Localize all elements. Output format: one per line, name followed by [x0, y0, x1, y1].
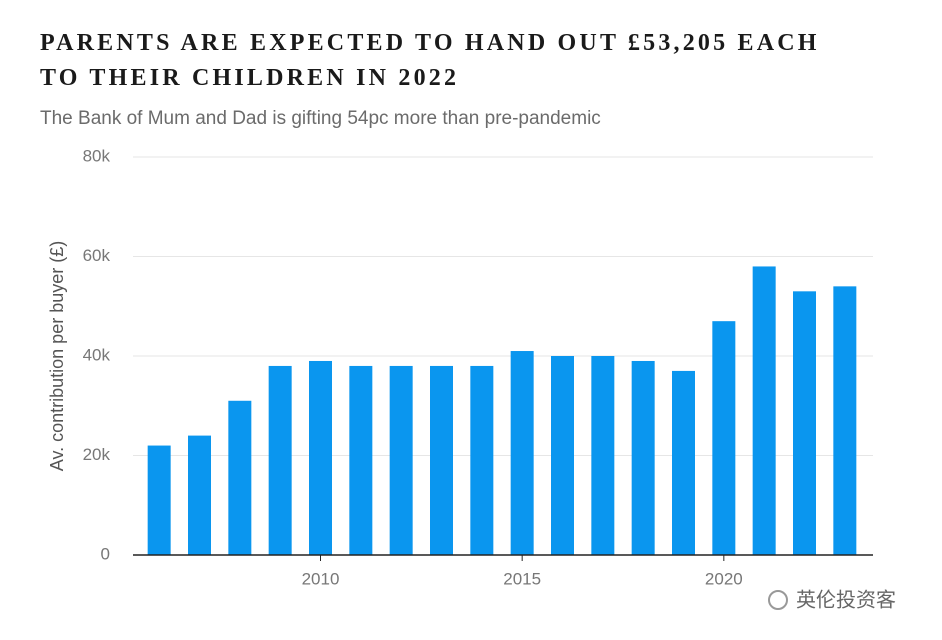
bar [591, 356, 615, 555]
bar [510, 351, 534, 555]
y-axis-label: Av. contribution per buyer (£) [47, 241, 67, 471]
y-tick-label: 40k [83, 345, 111, 364]
bar [470, 365, 494, 555]
chart-title: PARENTS ARE EXPECTED TO HAND OUT £53,205… [40, 30, 820, 91]
bar [793, 291, 816, 555]
bar [188, 435, 211, 555]
bar [712, 321, 736, 555]
bar [349, 365, 373, 555]
y-tick-label: 0 [101, 544, 110, 563]
x-tick-label: 2015 [503, 569, 541, 588]
bar [309, 360, 332, 555]
bar [672, 370, 695, 555]
bar [228, 400, 252, 555]
y-tick-label: 20k [83, 445, 111, 464]
y-tick-label: 60k [83, 246, 111, 265]
bar [752, 266, 776, 555]
bar [147, 445, 171, 555]
bar [430, 365, 453, 555]
watermark: 英伦投资客 [796, 588, 896, 611]
y-tick-label: 80k [83, 146, 111, 165]
bar [631, 360, 655, 555]
bar [551, 356, 574, 555]
watermark-icon [768, 590, 788, 610]
bar [833, 286, 857, 555]
x-tick-label: 2010 [302, 569, 340, 588]
chart-subtitle: The Bank of Mum and Dad is gifting 54pc … [40, 108, 601, 129]
bar [268, 365, 292, 555]
bar [389, 365, 413, 555]
x-tick-label: 2020 [705, 569, 743, 588]
